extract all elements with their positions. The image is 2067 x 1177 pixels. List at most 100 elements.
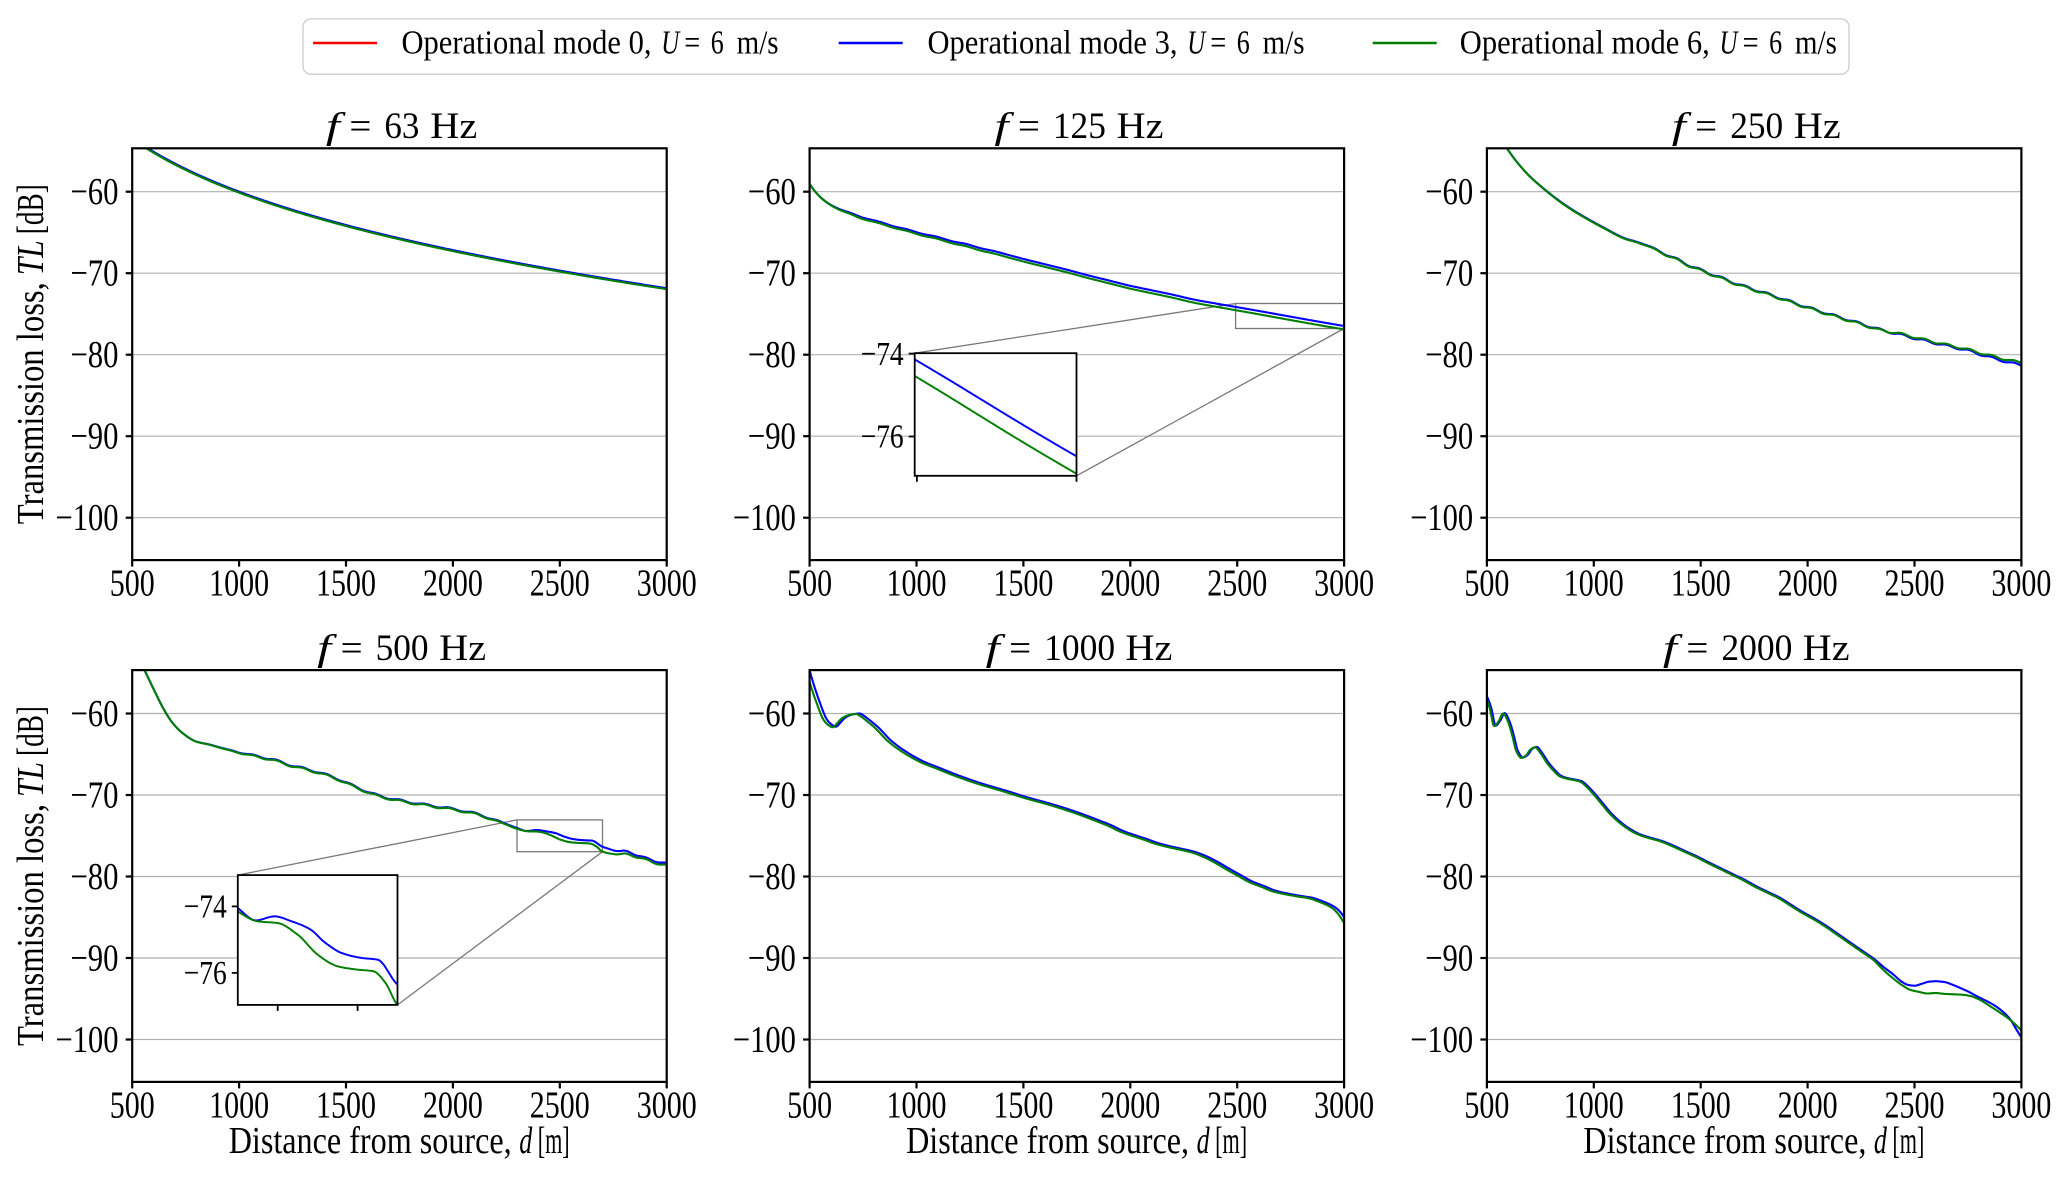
svg-text:2000: 2000: [423, 563, 483, 605]
svg-text:2500: 2500: [1207, 1084, 1267, 1126]
svg-text:−80: −80: [71, 856, 119, 898]
svg-text:−80: −80: [1425, 856, 1473, 898]
svg-text:−100: −100: [733, 497, 796, 539]
svg-text:−100: −100: [56, 1019, 119, 1061]
svg-text:[m]: [m]: [538, 1120, 570, 1162]
svg-text:−70: −70: [71, 774, 119, 816]
svg-text:−100: −100: [56, 497, 119, 539]
svg-text:−90: −90: [1425, 937, 1473, 979]
svg-text:Operational mode 3,: Operational mode 3,: [928, 25, 1178, 62]
svg-text:Transmission loss,: Transmission loss,: [10, 282, 52, 524]
svg-text:63: 63: [384, 106, 419, 147]
svg-text:U: U: [661, 25, 681, 62]
svg-text:6: 6: [1237, 25, 1250, 62]
svg-text:−74: −74: [184, 889, 227, 926]
svg-text:500: 500: [110, 1084, 155, 1126]
svg-text:1000: 1000: [1564, 563, 1624, 605]
svg-text:Distance from source,: Distance from source,: [1583, 1120, 1866, 1162]
svg-text:6: 6: [711, 25, 724, 62]
svg-text:1500: 1500: [993, 563, 1053, 605]
svg-text:−70: −70: [1425, 253, 1473, 295]
svg-text:d: d: [1874, 1120, 1888, 1162]
svg-text:=: =: [684, 25, 700, 62]
svg-text:−80: −80: [748, 856, 796, 898]
svg-text:[dB]: [dB]: [10, 706, 52, 756]
svg-text:=: =: [1210, 25, 1226, 62]
svg-text:Hz: Hz: [1117, 106, 1164, 147]
svg-text:m/s: m/s: [737, 25, 779, 62]
svg-text:3000: 3000: [1314, 563, 1374, 605]
svg-text:=: =: [349, 106, 371, 147]
svg-text:2500: 2500: [530, 563, 590, 605]
svg-text:Operational mode 0,: Operational mode 0,: [402, 25, 652, 62]
svg-text:500: 500: [1464, 563, 1509, 605]
svg-text:Hz: Hz: [1125, 628, 1172, 669]
svg-text:−100: −100: [1410, 1019, 1473, 1061]
svg-text:2000: 2000: [1100, 1084, 1160, 1126]
svg-text:−80: −80: [71, 334, 119, 376]
svg-text:m/s: m/s: [1263, 25, 1305, 62]
svg-text:−80: −80: [1425, 334, 1473, 376]
svg-text:Transmission loss,: Transmission loss,: [10, 804, 52, 1046]
svg-text:=: =: [1018, 106, 1040, 147]
svg-text:1000: 1000: [1044, 628, 1115, 669]
svg-text:2000: 2000: [1100, 563, 1160, 605]
svg-text:3000: 3000: [1991, 1084, 2051, 1126]
svg-text:=: =: [1686, 628, 1708, 669]
svg-text:500: 500: [376, 628, 429, 669]
svg-text:1500: 1500: [993, 1084, 1053, 1126]
svg-text:1500: 1500: [316, 1084, 376, 1126]
svg-text:m/s: m/s: [1795, 25, 1837, 62]
svg-text:3000: 3000: [637, 563, 697, 605]
svg-text:=: =: [1695, 106, 1717, 147]
svg-text:500: 500: [110, 563, 155, 605]
svg-text:2500: 2500: [1885, 1084, 1945, 1126]
svg-text:2500: 2500: [530, 1084, 590, 1126]
svg-text:1500: 1500: [1671, 563, 1731, 605]
svg-text:=: =: [1743, 25, 1759, 62]
svg-text:250: 250: [1730, 106, 1783, 147]
svg-text:−60: −60: [71, 171, 119, 213]
svg-text:d: d: [1197, 1120, 1211, 1162]
svg-text:d: d: [519, 1120, 533, 1162]
svg-text:Operational mode 6,: Operational mode 6,: [1460, 25, 1710, 62]
svg-text:Hz: Hz: [1794, 106, 1841, 147]
svg-text:2500: 2500: [1885, 563, 1945, 605]
svg-text:−70: −70: [748, 253, 796, 295]
svg-text:−76: −76: [861, 419, 904, 456]
svg-text:1000: 1000: [209, 1084, 269, 1126]
svg-text:2000: 2000: [1721, 628, 1792, 669]
svg-text:2000: 2000: [1778, 563, 1838, 605]
svg-text:=: =: [1009, 628, 1031, 669]
svg-text:−100: −100: [1410, 497, 1473, 539]
svg-text:3000: 3000: [1991, 563, 2051, 605]
svg-text:−60: −60: [1425, 171, 1473, 213]
svg-text:TL: TL: [10, 240, 52, 275]
svg-text:−60: −60: [748, 693, 796, 735]
svg-text:−70: −70: [1425, 774, 1473, 816]
svg-text:1000: 1000: [887, 563, 947, 605]
svg-text:−90: −90: [71, 416, 119, 458]
svg-text:3000: 3000: [637, 1084, 697, 1126]
svg-text:−70: −70: [748, 774, 796, 816]
svg-text:500: 500: [1464, 1084, 1509, 1126]
svg-text:2000: 2000: [423, 1084, 483, 1126]
svg-text:[dB]: [dB]: [10, 184, 52, 234]
svg-text:=: =: [341, 628, 363, 669]
svg-text:−60: −60: [748, 171, 796, 213]
svg-text:1000: 1000: [1564, 1084, 1624, 1126]
svg-text:3000: 3000: [1314, 1084, 1374, 1126]
svg-text:−74: −74: [861, 336, 904, 373]
svg-text:−76: −76: [184, 955, 227, 992]
svg-text:−100: −100: [733, 1019, 796, 1061]
svg-text:−70: −70: [71, 253, 119, 295]
svg-text:Hz: Hz: [430, 106, 477, 147]
svg-text:−60: −60: [71, 693, 119, 735]
svg-text:1000: 1000: [209, 563, 269, 605]
svg-text:U: U: [1720, 25, 1740, 62]
svg-text:6: 6: [1769, 25, 1782, 62]
svg-text:1500: 1500: [316, 563, 376, 605]
svg-text:1500: 1500: [1671, 1084, 1731, 1126]
svg-text:2500: 2500: [1207, 563, 1267, 605]
svg-text:−90: −90: [71, 937, 119, 979]
